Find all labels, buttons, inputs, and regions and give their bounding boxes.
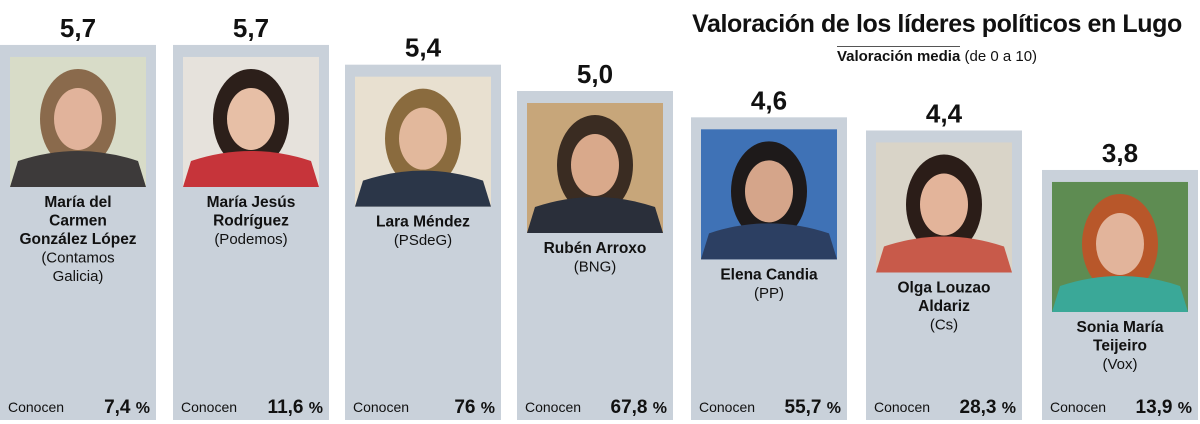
known-percentage: 28,3 %: [960, 397, 1017, 418]
known-label: Conocen: [699, 399, 755, 415]
leader-party: (BNG): [574, 259, 617, 276]
known-label: Conocen: [181, 399, 237, 415]
leader-name: Rubén Arroxo: [544, 240, 647, 257]
known-percentage: 11,6 %: [268, 397, 323, 418]
portrait-icon: [10, 56, 146, 187]
known-value: 13,9: [1136, 397, 1178, 418]
leader-party: (PP): [754, 285, 784, 302]
known-percentage: 76 %: [454, 397, 495, 418]
leader-name: Sonia María: [1077, 319, 1164, 336]
leader-party: (Contamos: [41, 249, 114, 266]
known-percentage: 13,9 %: [1136, 397, 1193, 418]
known-percentage: 67,8 %: [611, 397, 668, 418]
leader-name: Rodríguez: [213, 212, 289, 229]
leader-name: María del: [44, 194, 111, 211]
rating-value: 4,4: [926, 98, 963, 128]
subtitle-main: Valoración media: [836, 46, 961, 65]
known-unit: %: [653, 400, 667, 417]
portrait-icon: [1052, 181, 1188, 312]
known-unit: %: [1178, 400, 1192, 417]
portrait-icon: [183, 56, 319, 187]
known-label: Conocen: [1050, 399, 1106, 415]
leader-column: 5,4 Lara Méndez(PSdeG) Conocen 76 %: [345, 33, 501, 421]
rating-value: 5,4: [405, 33, 442, 63]
rating-value: 5,7: [233, 13, 269, 43]
portrait-icon: [876, 142, 1012, 273]
known-value: 7,4: [104, 397, 136, 418]
known-unit: %: [827, 400, 841, 417]
known-value: 55,7: [785, 397, 827, 418]
known-label: Conocen: [353, 399, 409, 415]
chart-subtitle: Valoración media (de 0 a 10): [692, 46, 1182, 65]
known-percentage: 7,4 %: [104, 397, 150, 418]
known-percentage: 55,7 %: [785, 397, 842, 418]
known-unit: %: [136, 400, 150, 417]
known-unit: %: [309, 400, 323, 417]
known-label: Conocen: [8, 399, 64, 415]
known-unit: %: [1002, 400, 1016, 417]
leader-name: María Jesús: [207, 194, 296, 211]
rating-value: 3,8: [1102, 138, 1138, 168]
leader-name: Teijeiro: [1093, 337, 1147, 354]
leader-name: González López: [19, 231, 136, 248]
known-value: 76: [454, 397, 480, 418]
leader-party: (Cs): [930, 316, 958, 333]
leader-column: 4,4 Olga Louzao Aldariz(Cs) Conocen 28,3 %: [866, 98, 1022, 421]
subtitle-range: (de 0 a 10): [964, 48, 1038, 65]
leader-party: (Vox): [1102, 356, 1137, 373]
rating-value: 5,7: [60, 13, 96, 43]
known-value: 67,8: [611, 397, 653, 418]
portrait-icon: [701, 129, 837, 260]
portrait-icon: [355, 76, 491, 207]
rating-value: 4,6: [751, 85, 787, 115]
leader-party: Galicia): [53, 268, 104, 285]
leader-name: Lara Méndez: [376, 214, 470, 231]
leader-column: 4,6 Elena Candia (PP) Conocen 55,7 %: [691, 85, 847, 420]
leader-name: Aldariz: [918, 298, 970, 315]
leader-party: (Podemos): [214, 231, 287, 248]
known-value: 28,3: [960, 397, 1002, 418]
known-label: Conocen: [525, 399, 581, 415]
known-label: Conocen: [874, 399, 930, 415]
portrait-icon: [527, 103, 663, 233]
leader-party: (PSdeG): [394, 232, 452, 249]
rating-value: 5,0: [577, 59, 613, 89]
known-unit: %: [481, 400, 495, 417]
leader-name: Elena Candia: [720, 266, 818, 283]
leader-column: 5,0 Rubén Arroxo (BNG) Conocen 67,8 %: [517, 59, 673, 420]
leader-name: Carmen: [49, 212, 107, 229]
known-value: 11,6: [268, 397, 309, 418]
leader-name: Olga Louzao: [898, 279, 991, 296]
chart-title: Valoración de los líderes políticos en L…: [692, 10, 1182, 38]
